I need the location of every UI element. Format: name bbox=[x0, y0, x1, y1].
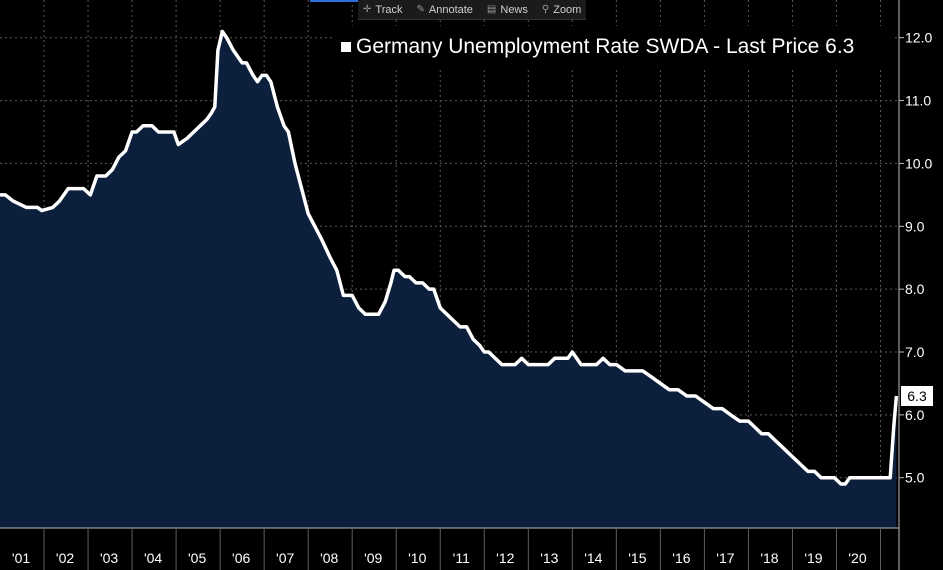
series-line bbox=[0, 29, 899, 486]
annotate-label: Annotate bbox=[428, 3, 473, 16]
x-tick-label-6: '07 bbox=[276, 550, 294, 566]
x-tick-label-2: '03 bbox=[100, 550, 118, 566]
news-button[interactable]: ▤ News bbox=[482, 0, 533, 19]
magnifier-icon: ⚲ bbox=[541, 4, 550, 15]
x-tick-label-4: '05 bbox=[188, 550, 206, 566]
pencil-icon: ✎ bbox=[416, 4, 425, 15]
y-tick-label-4: 9.0 bbox=[905, 218, 925, 234]
x-axis-ticks: '01 '02 '03 '04 '05 '06 '07 '08 '09 '10 '11 '12 '13 '… bbox=[12, 528, 882, 570]
y-axis-ticks: 5.0 6.0 7.0 8.0 9.0 10.0 11.0 12.0 bbox=[899, 30, 932, 486]
y-tick-label-3: 8.0 bbox=[905, 281, 925, 297]
y-tick-label-0: 5.0 bbox=[905, 470, 925, 486]
legend-text: Germany Unemployment Rate SWDA - Last Pr… bbox=[356, 35, 855, 58]
x-tick-label-15: '16 bbox=[672, 550, 690, 566]
x-tick-label-8: '09 bbox=[364, 550, 382, 566]
chart-legend: Germany Unemployment Rate SWDA - Last Pr… bbox=[333, 26, 895, 68]
series-area bbox=[0, 31, 897, 529]
x-tick-label-0: '01 bbox=[12, 550, 30, 566]
news-icon: ▤ bbox=[486, 4, 497, 15]
zoom-button[interactable]: ⚲ Zoom bbox=[537, 0, 586, 19]
last-price-label: 6.3 bbox=[901, 386, 933, 406]
x-tick-label-14: '15 bbox=[628, 550, 646, 566]
x-tick-label-19: '20 bbox=[848, 550, 866, 566]
x-tick-label-10: '11 bbox=[453, 550, 470, 566]
x-tick-label-18: '19 bbox=[804, 550, 822, 566]
x-tick-label-16: '17 bbox=[716, 550, 734, 566]
x-tick-label-1: '02 bbox=[56, 550, 74, 566]
x-tick-label-11: '12 bbox=[496, 550, 514, 566]
x-tick-label-3: '04 bbox=[144, 550, 162, 566]
y-tick-label-2: 7.0 bbox=[905, 344, 925, 360]
x-tick-label-9: '10 bbox=[408, 550, 426, 566]
y-tick-label-7: 12.0 bbox=[905, 30, 932, 46]
y-tick-label-6: 11.0 bbox=[905, 93, 931, 109]
x-tick-label-5: '06 bbox=[232, 550, 250, 566]
y-tick-label-1: 6.0 bbox=[905, 407, 925, 423]
x-tick-label-7: '08 bbox=[320, 550, 338, 566]
y-tick-label-5: 10.0 bbox=[905, 155, 932, 171]
track-label: Track bbox=[375, 3, 403, 16]
track-button[interactable]: ✛ Track bbox=[358, 0, 407, 19]
crosshair-icon: ✛ bbox=[363, 4, 372, 15]
x-tick-label-17: '18 bbox=[760, 550, 778, 566]
zoom-label: Zoom bbox=[553, 3, 582, 16]
x-tick-label-13: '14 bbox=[584, 550, 602, 566]
active-indicator bbox=[310, 0, 358, 2]
chart-toolbar: ✛ Track ✎ Annotate ▤ News ⚲ Zoom bbox=[358, 0, 587, 20]
legend-swatch bbox=[341, 42, 351, 52]
news-label: News bbox=[500, 3, 528, 16]
annotate-button[interactable]: ✎ Annotate bbox=[411, 0, 477, 19]
x-tick-label-12: '13 bbox=[540, 550, 558, 566]
